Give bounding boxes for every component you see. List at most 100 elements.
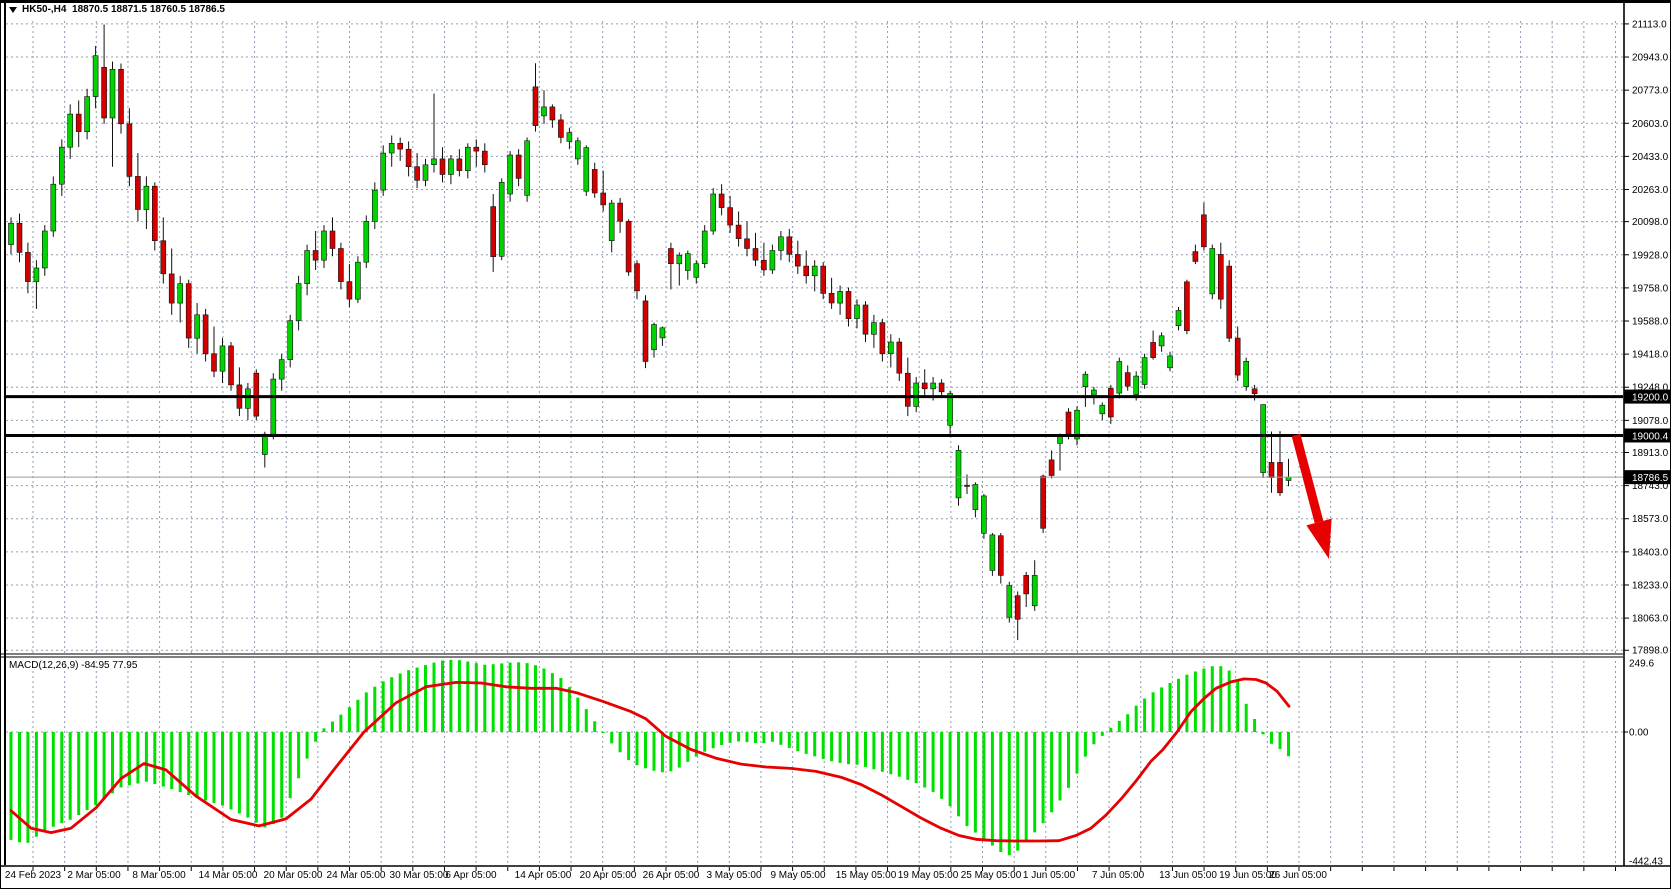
candle-body <box>75 113 82 132</box>
macd-bar <box>356 699 360 732</box>
macd-bar <box>779 732 783 745</box>
time-axis-label: 14 Mar 05:00 <box>199 870 258 881</box>
candle-body <box>735 224 742 240</box>
candle-body <box>185 283 192 339</box>
macd-bar <box>847 732 850 765</box>
candle-body <box>845 291 852 319</box>
price-level-badge-label: 19000.4 <box>1632 431 1669 442</box>
candle-body <box>135 176 141 210</box>
chart-title-text: HK50-,H4 18870.5 18871.5 18760.5 18786.5 <box>22 4 225 15</box>
macd-bar <box>322 728 326 732</box>
macd-bar <box>1117 720 1121 732</box>
macd-bar <box>982 732 986 840</box>
macd-signal-line <box>9 677 1291 843</box>
candle-body <box>346 281 353 300</box>
candle-body <box>1141 357 1148 385</box>
macd-bar <box>669 732 673 772</box>
macd-bar <box>457 660 461 732</box>
candle-body <box>625 221 632 273</box>
macd-bar <box>703 732 707 752</box>
time-axis-label: 19 Jun 05:00 <box>1219 870 1277 881</box>
candle-body <box>642 300 649 362</box>
price-axis-label: 17898.0 <box>1632 646 1669 657</box>
candle-body <box>964 484 970 487</box>
macd-bar <box>787 732 791 748</box>
candle-body <box>67 113 73 148</box>
pane-separator-bg <box>1 653 1623 658</box>
candle-body <box>16 222 23 253</box>
candle-body <box>1226 265 1232 339</box>
macd-bar <box>170 732 174 790</box>
trend-arrow-head[interactable] <box>1306 518 1332 559</box>
candle-body <box>769 250 776 271</box>
macd-bar <box>728 732 732 743</box>
candle-body <box>794 254 801 267</box>
time-axis-label: 30 Mar 05:00 <box>390 870 449 881</box>
macd-bar <box>635 732 639 766</box>
candle-body <box>541 106 547 117</box>
macd-bar <box>381 681 385 732</box>
candle-body <box>566 132 573 142</box>
macd-bar <box>737 732 741 742</box>
candle-body <box>651 324 657 351</box>
candle-body <box>1006 585 1013 618</box>
time-axis[interactable]: 24 Feb 2023 2 Mar 05:00 8 Mar 05:00 14 Mar … <box>5 867 1616 881</box>
candle-body <box>608 202 615 242</box>
price-axis-label: 19758.0 <box>1632 283 1669 294</box>
candle-body <box>405 148 412 167</box>
symbol-dropdown-icon[interactable] <box>9 7 17 13</box>
macd-bar <box>500 663 504 732</box>
candle-body <box>786 236 793 255</box>
candle-body <box>837 291 843 304</box>
macd-bar <box>855 732 859 765</box>
macd-bar <box>364 692 368 732</box>
candle-body <box>202 314 209 355</box>
candle-body <box>101 67 107 119</box>
trend-arrow-shaft[interactable] <box>1291 433 1324 524</box>
candle-body <box>1175 310 1182 326</box>
candle-body <box>8 222 14 245</box>
time-axis-label: 24 Mar 05:00 <box>327 870 386 881</box>
candle-body <box>287 320 294 360</box>
candle-body <box>1133 375 1139 395</box>
candle-body <box>955 450 962 499</box>
candle-body <box>1209 248 1216 295</box>
macd-bar <box>652 732 656 771</box>
macd-bar <box>1261 732 1265 735</box>
price-axis-label: 18063.0 <box>1632 614 1669 625</box>
macd-bar <box>407 670 411 732</box>
candle-body <box>464 146 471 171</box>
macd-bar <box>466 661 470 732</box>
candle-body <box>684 253 691 271</box>
candle-body <box>591 169 598 194</box>
macd-bar <box>1185 674 1189 732</box>
time-axis-label: 24 Feb 2023 <box>5 870 62 881</box>
macd-bar <box>1160 687 1164 732</box>
macd-bar <box>762 732 766 744</box>
candle-body <box>304 250 310 284</box>
macd-bar <box>1041 732 1045 824</box>
candle-body <box>1082 373 1089 388</box>
macd-bar <box>1033 732 1037 833</box>
macd-bar <box>525 663 529 732</box>
macd-bar <box>1058 732 1062 801</box>
macd-bar <box>1007 732 1011 856</box>
macd-bar <box>584 709 588 732</box>
macd-bar <box>694 732 698 757</box>
macd-bar <box>601 732 605 733</box>
candle-body <box>84 96 90 132</box>
time-axis-label: 13 Jun 05:00 <box>1159 870 1217 881</box>
price-axis[interactable]: 21113.0 20943.0 20773.0 20603.0 20433.0 20263… <box>1624 19 1671 868</box>
macd-bar <box>26 732 30 843</box>
candle-body <box>25 252 31 282</box>
candle-body <box>228 345 234 386</box>
time-axis-label: 20 Mar 05:00 <box>264 870 323 881</box>
candle-body <box>1091 389 1097 396</box>
macd-bar <box>119 732 123 788</box>
candle-body <box>1099 404 1106 415</box>
macd-bar <box>948 732 952 807</box>
macd-bar <box>965 732 969 827</box>
candle-body <box>363 221 370 263</box>
